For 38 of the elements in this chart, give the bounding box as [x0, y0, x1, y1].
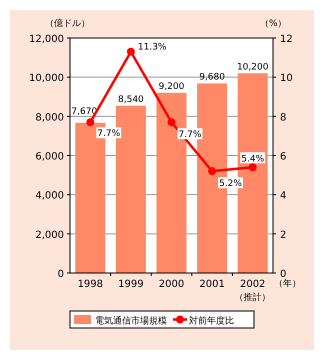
data-label: 5.4% — [241, 154, 265, 164]
y-tick-label: 10,000 — [29, 73, 64, 84]
data-label: 7.7% — [178, 130, 202, 140]
y2-tick-label: 4 — [280, 190, 286, 202]
y2-tick-label: 12 — [280, 34, 293, 45]
x-tick-label: 2000 — [158, 279, 184, 290]
x-tick-label: 1999 — [118, 279, 144, 290]
data-label: 8,540 — [118, 94, 144, 105]
x-axis-title: （年） — [274, 278, 301, 289]
data-label: 7.7% — [97, 129, 121, 140]
y-tick-label: 2,000 — [35, 230, 64, 241]
y-tick-label: 6,000 — [35, 152, 64, 162]
x-tick-label: 2002（推計） — [234, 279, 271, 303]
y2-tick-label: 8 — [280, 112, 286, 124]
point — [168, 118, 176, 126]
point — [208, 167, 216, 176]
y2-tick-label: 2 — [280, 230, 286, 241]
data-label: 11.3% — [138, 42, 167, 53]
y-tick-label: 12,000 — [29, 34, 64, 45]
x-tick-label: 1998 — [78, 279, 104, 290]
y2-tick-label: 6 — [280, 152, 286, 162]
point — [86, 118, 94, 126]
y2-axis-title: （%） — [260, 19, 287, 29]
legend-label: 電気通信市場規模 — [95, 316, 167, 326]
data-label: 9,200 — [158, 82, 185, 92]
y-tick-label: 8,000 — [35, 112, 64, 124]
y2-tick-label: 10 — [280, 73, 293, 84]
legend-label: 対前年度比 — [189, 316, 234, 326]
y-tick-label: 0 — [58, 269, 64, 280]
data-label: 9,680 — [199, 72, 226, 82]
y-axis-title: （億ドル） — [45, 18, 90, 29]
point — [126, 48, 135, 56]
data-label: 5.2% — [219, 179, 242, 190]
x-tick-label: 2001 — [199, 279, 225, 290]
y2-tick-label: 0 — [280, 269, 286, 280]
y-tick-label: 4,000 — [35, 190, 64, 202]
point — [248, 163, 257, 172]
data-label: 10,200 — [236, 62, 269, 72]
